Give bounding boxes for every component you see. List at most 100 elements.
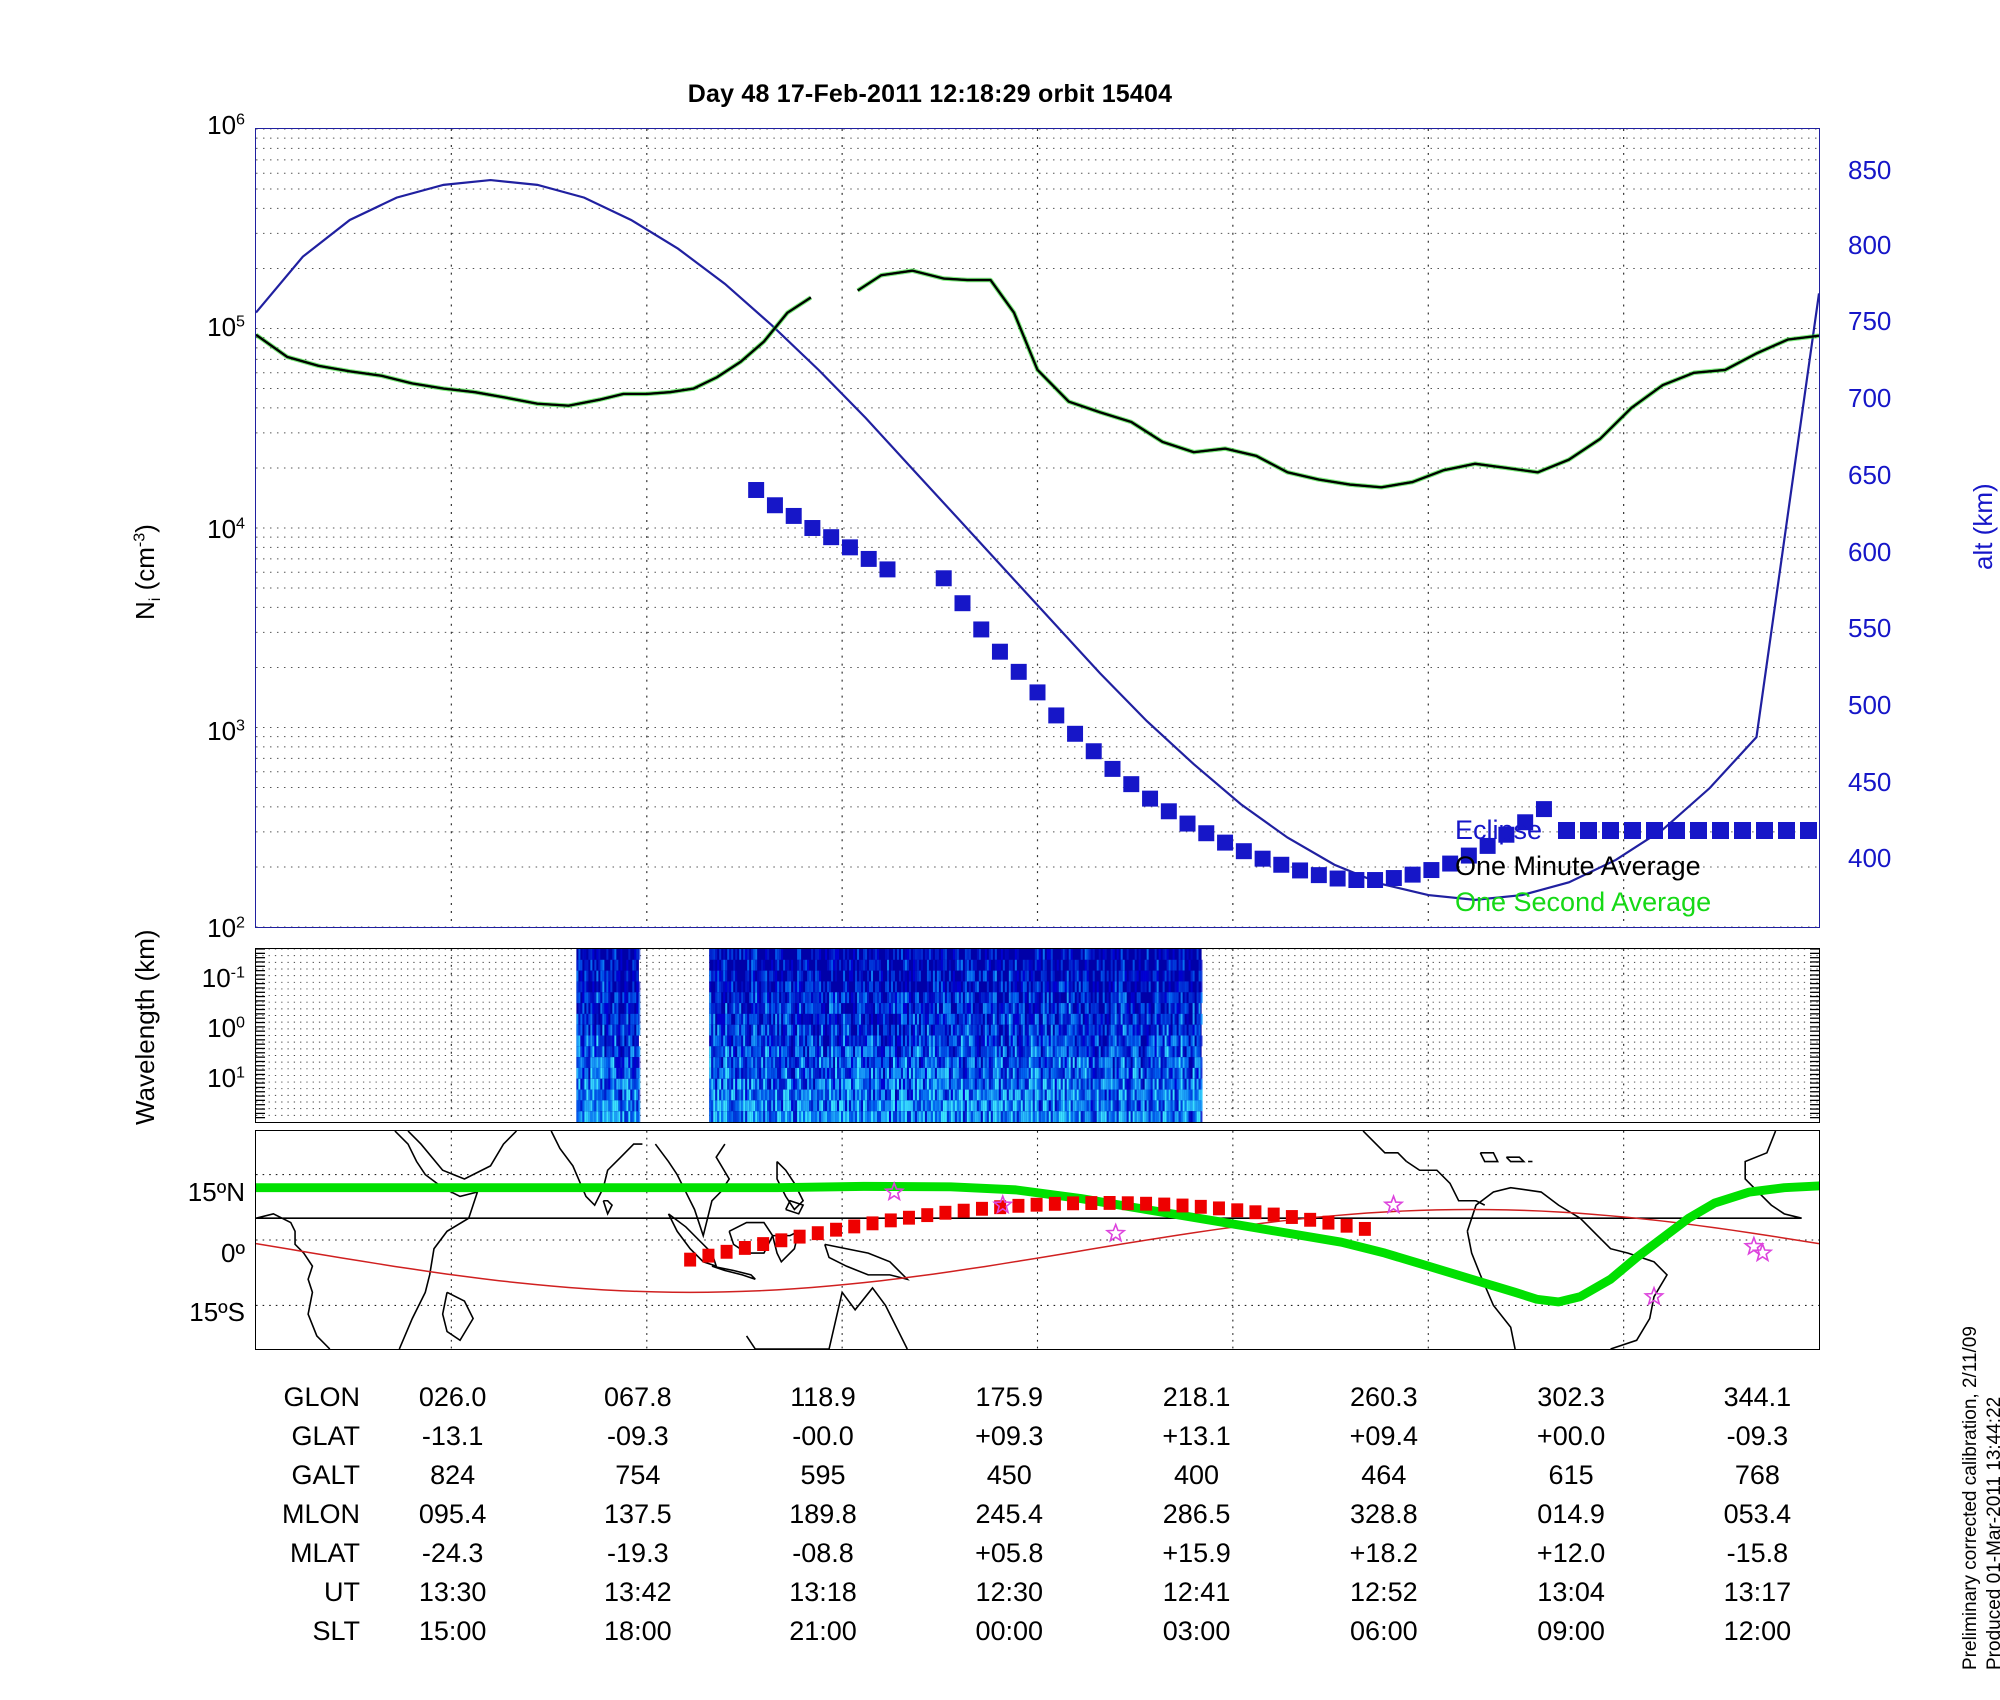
map-coastlines (256, 1131, 1802, 1349)
ni-plot-svg (256, 129, 1819, 927)
table-row-label: MLAT (289, 1537, 360, 1568)
table-cell: 06:00 (1350, 1615, 1418, 1646)
ni-tick-1e3: 103 (207, 716, 245, 746)
table-cell: 067.8 (604, 1382, 672, 1412)
table-cell: 12:41 (1162, 1576, 1231, 1607)
table-cell: -24.3 (421, 1537, 484, 1568)
table-row: UT 13:30 13:42 13:18 12:30 12:41 12:52 13:04 13:… (150, 1573, 1850, 1612)
table-cell: 189.8 (789, 1498, 857, 1529)
table-cell: 13:18 (789, 1576, 857, 1607)
table-cell: 13:04 (1537, 1576, 1605, 1607)
table-cell: 12:52 (1350, 1576, 1418, 1607)
table-cell: 13:17 (1723, 1576, 1792, 1607)
table-cell: 13:42 (604, 1576, 672, 1607)
table-cell: 768 (1734, 1459, 1780, 1490)
table-cell: 137.5 (604, 1498, 672, 1529)
map-tick-15n: 15ºN (187, 1177, 245, 1207)
table-cell: 21:00 (789, 1615, 857, 1646)
legend-label-one-minute: One Minute Average (1455, 850, 1701, 881)
table-cell: 12:30 (975, 1576, 1044, 1607)
alt-tick-600: 600 (1848, 537, 1892, 567)
ni-tick-1e5: 105 (207, 312, 245, 342)
table-cell: +09.4 (1349, 1420, 1418, 1451)
table-cell: 450 (986, 1459, 1032, 1490)
wavelength-spectrogram-panel (255, 948, 1820, 1123)
ni-tick-1e6: 106 (207, 110, 245, 140)
table-cell: +15.9 (1162, 1537, 1231, 1568)
plot-legend: Eclipse One Minute Average One Second Av… (1455, 812, 1818, 920)
ni-axis-label-sub: i (146, 597, 165, 602)
legend-row-one-minute: One Minute Average (1455, 848, 1815, 884)
table-cell: 026.0 (418, 1382, 487, 1412)
credit-line-1: Preliminary corrected calibration, 2/11/… (1960, 1326, 1981, 1670)
table-row-label: SLT (312, 1615, 360, 1646)
map-tick-0: 0º (221, 1238, 245, 1268)
wavelength-axis-label: Wavelength (km) (130, 929, 160, 1125)
ni-tick-1e4-exp: 4 (236, 514, 245, 533)
table-cell: 095.4 (418, 1498, 487, 1529)
table-cell: 12:00 (1723, 1615, 1792, 1646)
map-station-stars (883, 1180, 1774, 1306)
ni-axis-label-unit: (cm (130, 547, 160, 598)
ni-tick-1e2: 102 (207, 913, 245, 943)
orbit-parameter-table: GLON 026.0 067.8 118.9 175.9 218.1 260.3 302.3 3… (150, 1378, 1850, 1651)
table-cell: 824 (430, 1459, 476, 1490)
table-row-label: GLAT (291, 1420, 360, 1451)
table-row: GLAT -13.1 -09.3 -00.0 +09.3 +13.1 +09.4 +00.0 -… (150, 1417, 1850, 1456)
table-cell: +12.0 (1536, 1537, 1606, 1568)
table-cell: 400 (1174, 1459, 1220, 1490)
table-cell: 595 (800, 1459, 846, 1490)
table-cell: 03:00 (1162, 1615, 1231, 1646)
alt-axis-label: alt (km) (1968, 483, 1998, 570)
wl-tick-1e0-exp: 0 (236, 1013, 245, 1032)
wl-tick-1e1-exp: 1 (236, 1063, 245, 1082)
plot-title: Day 48 17-Feb-2011 12:18:29 orbit 15404 (687, 80, 1173, 108)
wavelength-spectrogram-svg (256, 949, 1819, 1122)
table-cell: 328.8 (1350, 1498, 1418, 1529)
table-row: GALT 824 754 595 450 400 464 615 768 (150, 1456, 1850, 1495)
table-cell: 245.4 (975, 1498, 1044, 1529)
wl-tick-1em1-exp: -1 (230, 963, 245, 982)
table-cell: +09.3 (975, 1420, 1044, 1451)
ni-tick-1e6-exp: 6 (236, 110, 245, 129)
table-cell: 00:00 (975, 1615, 1044, 1646)
table-cell: 302.3 (1537, 1382, 1605, 1412)
map-tick-15s: 15ºS (189, 1297, 245, 1327)
ni-axis-label-close: ) (130, 524, 160, 533)
map-gridlines (256, 1131, 1819, 1349)
ni-altitude-plot-panel (255, 128, 1820, 928)
alt-tick-400: 400 (1848, 843, 1892, 873)
table-cell: 15:00 (418, 1615, 487, 1646)
table-row-label: UT (324, 1576, 360, 1607)
table-cell: -00.0 (792, 1420, 854, 1451)
table-cell: 344.1 (1723, 1382, 1792, 1412)
wl-tick-1em1: 10-1 (201, 963, 245, 993)
ni-tick-1e5-exp: 5 (236, 312, 245, 331)
ni-tick-1e3-exp: 3 (236, 716, 245, 735)
wavelength-tickmarks (256, 949, 1819, 1119)
table-row-label: MLON (281, 1498, 360, 1529)
wl-tick-1e0: 100 (207, 1013, 245, 1043)
table-cell: +13.1 (1162, 1420, 1231, 1451)
alt-tick-500: 500 (1848, 690, 1892, 720)
alt-tick-700: 700 (1848, 383, 1892, 413)
alt-tick-850: 850 (1848, 155, 1892, 185)
alt-tick-750: 750 (1848, 306, 1892, 336)
table-row-label: GLON (283, 1382, 360, 1412)
table-row: MLON 095.4 137.5 189.8 245.4 286.5 328.8 014.9 0… (150, 1495, 1850, 1534)
table-row: SLT 15:00 18:00 21:00 00:00 03:00 06:00 09:00 12… (150, 1612, 1850, 1651)
ground-track-map-panel (255, 1130, 1820, 1350)
table-row-label: GALT (291, 1459, 360, 1490)
table-cell: 615 (1548, 1459, 1594, 1490)
legend-swatch-eclipse (1558, 821, 1822, 839)
table-cell: 053.4 (1723, 1498, 1792, 1529)
alt-tick-800: 800 (1848, 230, 1892, 260)
alt-tick-650: 650 (1848, 460, 1892, 490)
table-cell: 260.3 (1350, 1382, 1418, 1412)
table-cell: -15.8 (1726, 1537, 1789, 1568)
table-cell: 218.1 (1162, 1382, 1231, 1412)
table-cell: -09.3 (1726, 1420, 1789, 1451)
legend-label-one-second: One Second Average (1455, 886, 1712, 917)
table-cell: 464 (1361, 1459, 1407, 1490)
table-cell: 175.9 (975, 1382, 1044, 1412)
